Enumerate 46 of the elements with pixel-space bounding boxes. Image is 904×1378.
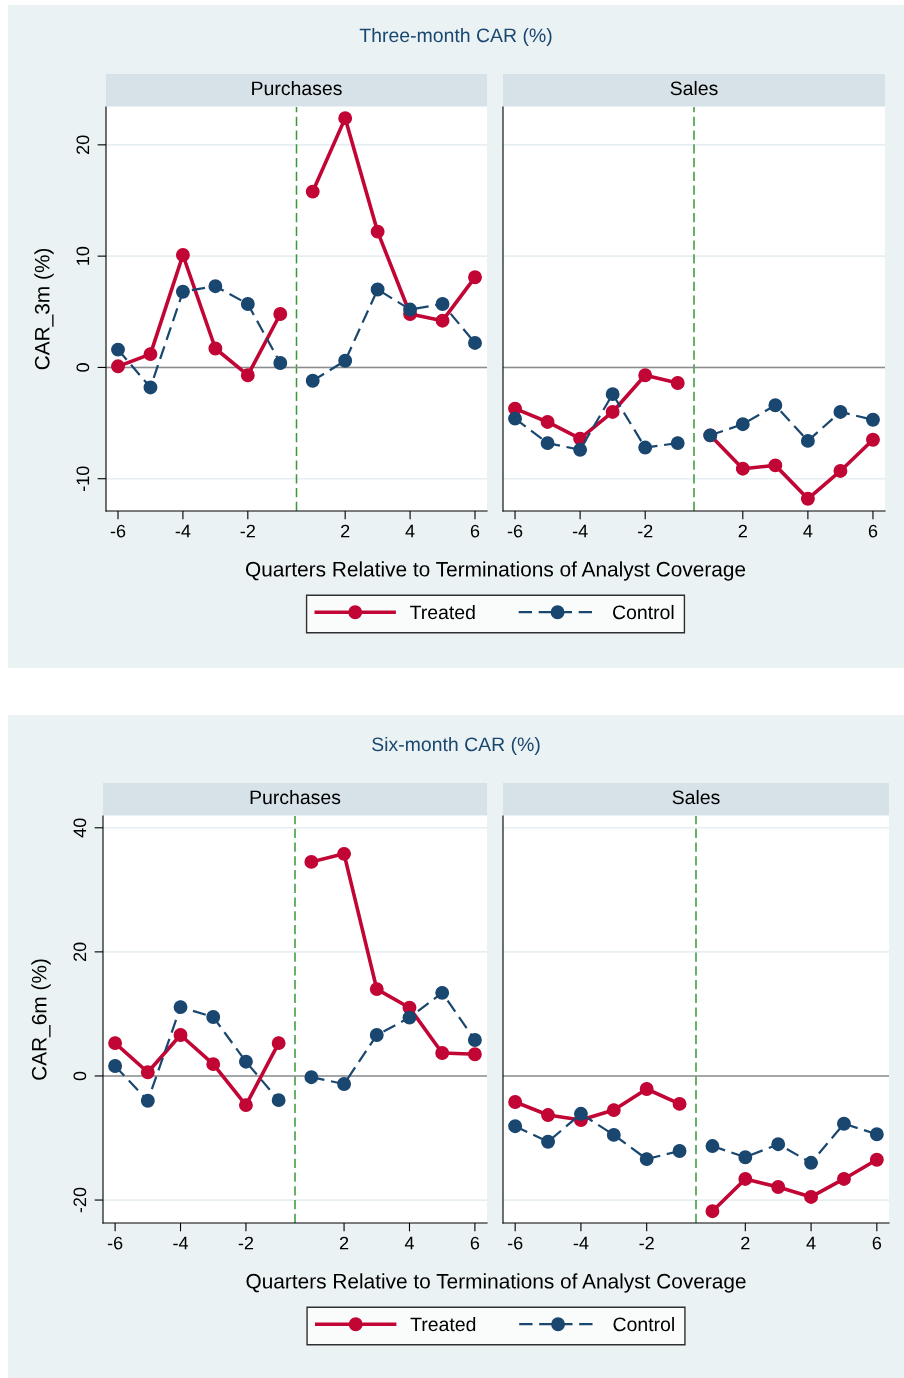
x-tick-label: 6 [470, 1236, 480, 1250]
y-tick-label: 20 [76, 135, 90, 154]
x-tick-label: 4 [806, 1236, 816, 1250]
y-tick-label: -20 [73, 1187, 87, 1213]
x-tick-label: -2 [240, 524, 255, 538]
y-axis-title: CAR_6m (%) [31, 959, 51, 1080]
x-tick-label: -4 [573, 1236, 589, 1250]
y-tick-label: -10 [76, 466, 90, 491]
x-tick-label: 4 [405, 524, 415, 538]
x-tick-label: -6 [110, 524, 126, 538]
x-tick-label: -6 [107, 1236, 123, 1250]
y-tick-label: 0 [76, 363, 90, 372]
chart-title: Six-month CAR (%) [372, 736, 540, 756]
y-tick-label: 0 [73, 1071, 87, 1081]
y-tick-label: 10 [76, 246, 90, 265]
legend-label: Control [613, 604, 674, 620]
x-tick-label: 2 [339, 1236, 349, 1250]
x-tick-label: 6 [470, 524, 480, 538]
x-tick-label: -4 [173, 1236, 189, 1250]
x-tick-label: 6 [872, 1236, 882, 1250]
chart-subtitle: Purchases [252, 80, 342, 96]
x-axis-title: Quarters Relative to Terminations of Analyst Coverage [245, 561, 746, 581]
x-tick-label: 2 [341, 524, 350, 538]
x-tick-label: -4 [572, 524, 588, 538]
x-tick-label: -4 [175, 524, 191, 538]
y-tick-label: 20 [73, 942, 87, 962]
x-tick-label: -6 [507, 524, 523, 538]
legend-label: Control [613, 1316, 674, 1332]
y-axis-title: CAR_3m (%) [34, 248, 54, 370]
chart-subtitle: Purchases [250, 789, 341, 805]
x-tick-label: 4 [404, 1236, 414, 1250]
x-tick-label: -2 [238, 1236, 254, 1250]
x-tick-label: -2 [637, 524, 653, 538]
x-tick-label: -6 [507, 1236, 523, 1250]
x-tick-label: 2 [738, 524, 747, 538]
chart-subtitle: Sales [672, 789, 720, 805]
chart-title: Three-month CAR (%) [359, 27, 552, 47]
x-axis-title: Quarters Relative to Terminations of Analyst Coverage [246, 1273, 746, 1293]
x-tick-label: -2 [639, 1236, 654, 1250]
chart-subtitle: Sales [670, 80, 718, 96]
y-tick-label: 40 [73, 818, 87, 838]
x-tick-label: 6 [868, 524, 878, 538]
legend-label: Treated [410, 604, 475, 620]
legend-label: Treated [410, 1316, 476, 1332]
x-tick-label: 2 [741, 1236, 750, 1250]
x-tick-label: 4 [803, 524, 813, 538]
